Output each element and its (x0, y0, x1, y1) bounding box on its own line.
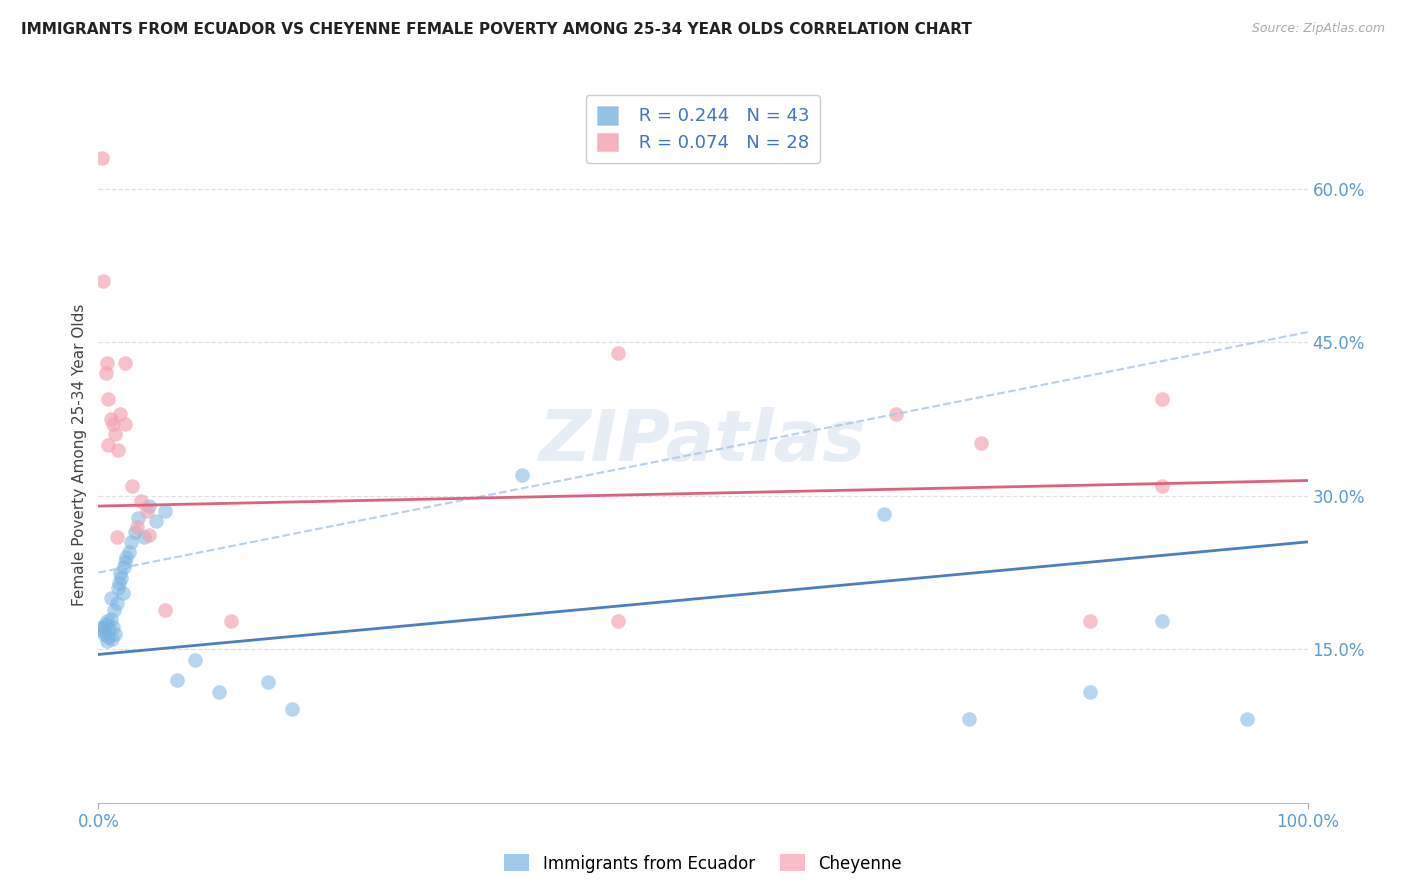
Point (121, 478, 143, 492)
Point (138, 499, 160, 513)
Legend: Immigrants from Ecuador, Cheyenne: Immigrants from Ecuador, Cheyenne (498, 847, 908, 880)
Point (91, 151, 114, 165)
Point (281, 701, 304, 715)
Point (97, 392, 120, 406)
Point (256, 675, 278, 690)
Point (1152, 614, 1174, 628)
Point (97, 438, 120, 452)
Point (134, 530, 156, 544)
Point (111, 586, 134, 600)
Point (873, 508, 896, 522)
Point (108, 575, 131, 590)
Point (104, 427, 127, 442)
Point (100, 591, 122, 606)
Text: ZIPatlas: ZIPatlas (540, 407, 866, 475)
Point (96, 356, 118, 370)
Point (607, 345, 630, 359)
Point (153, 504, 176, 518)
Point (115, 550, 138, 565)
Point (91, 274, 114, 288)
Point (184, 652, 207, 666)
Point (101, 417, 124, 432)
Point (91, 620, 114, 634)
Point (100, 612, 122, 626)
Point (107, 581, 129, 595)
Point (108, 407, 131, 421)
Point (96, 614, 118, 628)
Point (90, 622, 112, 636)
Point (104, 627, 127, 641)
Point (94, 366, 117, 380)
Point (1236, 712, 1258, 726)
Text: IMMIGRANTS FROM ECUADOR VS CHEYENNE FEMALE POVERTY AMONG 25-34 YEAR OLDS CORRELA: IMMIGRANTS FROM ECUADOR VS CHEYENNE FEMA… (21, 22, 972, 37)
Point (127, 511, 149, 525)
Point (118, 545, 141, 559)
Point (100, 632, 122, 646)
Point (886, 407, 908, 421)
Point (1078, 685, 1101, 699)
Point (970, 435, 993, 450)
Point (166, 673, 188, 687)
Point (1152, 392, 1174, 406)
Point (127, 519, 149, 533)
Text: Source: ZipAtlas.com: Source: ZipAtlas.com (1251, 22, 1385, 36)
Point (1152, 478, 1174, 492)
Point (103, 603, 125, 617)
Point (135, 504, 157, 518)
Legend:  R = 0.244   N = 43,  R = 0.074   N = 28: R = 0.244 N = 43, R = 0.074 N = 28 (586, 95, 820, 162)
Point (110, 571, 132, 585)
Point (208, 685, 231, 699)
Point (112, 560, 135, 574)
Point (153, 603, 176, 617)
Point (957, 712, 980, 726)
Y-axis label: Female Poverty Among 25-34 Year Olds: Female Poverty Among 25-34 Year Olds (72, 304, 87, 606)
Point (114, 417, 136, 432)
Point (129, 494, 152, 508)
Point (98, 622, 121, 636)
Point (108, 566, 131, 580)
Point (607, 614, 630, 628)
Point (114, 555, 136, 569)
Point (101, 620, 124, 634)
Point (105, 530, 128, 544)
Point (94, 616, 117, 631)
Point (221, 614, 243, 628)
Point (100, 412, 122, 426)
Point (1078, 614, 1101, 628)
Point (93, 627, 115, 641)
Point (138, 527, 160, 541)
Point (120, 534, 142, 549)
Point (114, 356, 136, 370)
Point (107, 442, 129, 457)
Point (145, 515, 167, 529)
Point (91, 624, 114, 638)
Point (124, 524, 146, 539)
Point (510, 468, 533, 483)
Point (97, 630, 120, 644)
Point (96, 634, 118, 648)
Point (105, 596, 128, 610)
